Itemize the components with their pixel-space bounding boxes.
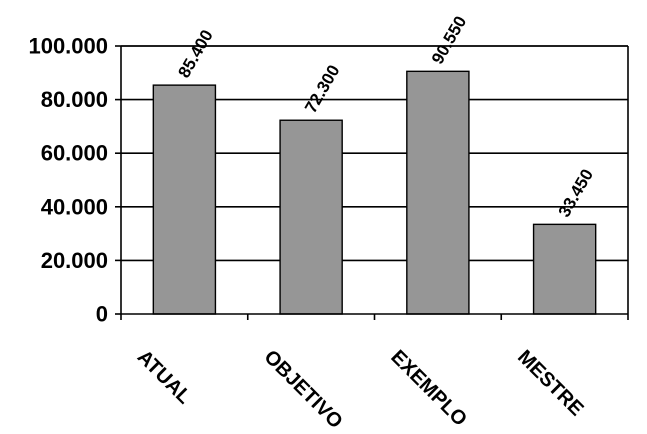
y-tick-label: 40.000 xyxy=(41,194,108,219)
bar xyxy=(279,119,343,315)
bar xyxy=(532,223,597,315)
bar xyxy=(406,70,470,315)
y-tick-label: 0 xyxy=(96,302,108,327)
x-category-label: ATUAL xyxy=(133,346,195,408)
bars xyxy=(152,70,597,315)
data-label: 90.550 xyxy=(428,13,470,68)
bar xyxy=(152,84,217,315)
x-category-label: OBJETIVO xyxy=(260,346,347,433)
data-label: 85.400 xyxy=(174,27,216,82)
x-category-label: MESTRE xyxy=(513,346,587,420)
axes xyxy=(115,45,629,320)
x-category-label: EXEMPLO xyxy=(386,346,471,431)
data-label: 72.300 xyxy=(301,62,343,117)
y-tick-label: 20.000 xyxy=(41,248,108,273)
y-tick-label: 60.000 xyxy=(41,141,108,166)
y-tick-label: 100.000 xyxy=(28,34,108,59)
data-label: 33.450 xyxy=(555,166,597,221)
y-tick-label: 80.000 xyxy=(41,87,108,112)
